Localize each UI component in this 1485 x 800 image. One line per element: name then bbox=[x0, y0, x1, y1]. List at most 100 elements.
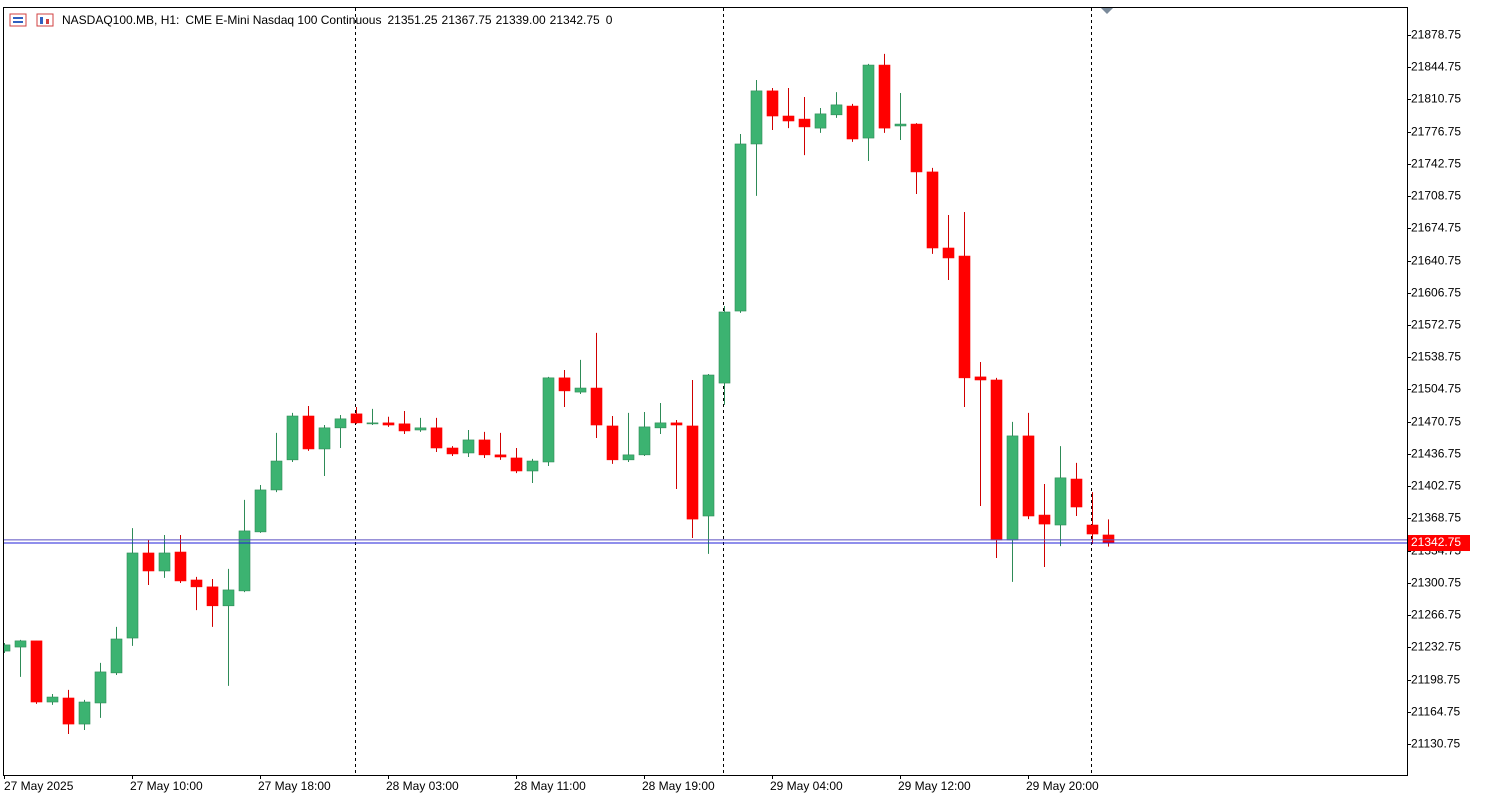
candle-body bbox=[30, 640, 43, 703]
chart-shift-marker[interactable] bbox=[1101, 8, 1113, 14]
y-tick-label: 21878.75 bbox=[1411, 28, 1461, 42]
candle-body bbox=[1086, 524, 1099, 535]
header-open: 21351.25 bbox=[387, 13, 437, 27]
x-tick-label: 28 May 19:00 bbox=[642, 779, 715, 793]
y-tick-label: 21368.75 bbox=[1411, 511, 1461, 525]
candle-body bbox=[302, 415, 315, 450]
candle-body bbox=[1038, 514, 1051, 525]
candle-body bbox=[1006, 435, 1019, 541]
candle-body bbox=[222, 589, 235, 607]
candle-body bbox=[766, 90, 779, 117]
candle-body bbox=[286, 415, 299, 461]
candle-body bbox=[606, 425, 619, 461]
icon-bar bbox=[46, 19, 49, 24]
candle-body bbox=[382, 422, 395, 426]
y-tick-label: 21198.75 bbox=[1411, 673, 1460, 687]
candle-body bbox=[254, 489, 267, 533]
candle-body bbox=[414, 427, 427, 431]
candle-body bbox=[814, 113, 827, 129]
candle-body bbox=[718, 311, 731, 384]
candle-body bbox=[974, 376, 987, 381]
candle-body bbox=[878, 64, 891, 129]
y-tick-label: 21606.75 bbox=[1411, 286, 1461, 300]
candle-body bbox=[670, 422, 683, 426]
plot-frame bbox=[3, 7, 1408, 776]
plot-area bbox=[4, 53, 1115, 735]
y-tick-label: 21708.75 bbox=[1411, 189, 1461, 203]
candle-body bbox=[526, 460, 539, 472]
candle-body bbox=[782, 115, 795, 122]
y-tick-label: 21266.75 bbox=[1411, 608, 1461, 622]
candle-body bbox=[654, 422, 667, 429]
y-tick-label: 21742.75 bbox=[1411, 157, 1461, 171]
candle-body bbox=[478, 439, 491, 456]
header-text: NASDAQ100.MB, H1: CME E-Mini Nasdaq 100 C… bbox=[62, 13, 613, 27]
candle-body bbox=[430, 427, 443, 449]
candle-body bbox=[1054, 477, 1067, 526]
candle-body bbox=[510, 457, 523, 472]
header-icons bbox=[9, 13, 54, 27]
candle-body bbox=[398, 423, 411, 432]
y-tick-label: 21572.75 bbox=[1411, 318, 1461, 332]
candle-body bbox=[4, 644, 11, 652]
candle-body bbox=[142, 552, 155, 572]
candle-body bbox=[542, 377, 555, 463]
candle-body bbox=[798, 118, 811, 128]
x-tick-label: 29 May 12:00 bbox=[898, 779, 971, 793]
candle-body bbox=[1102, 534, 1115, 544]
separators bbox=[355, 8, 1092, 775]
y-tick-label: 21640.75 bbox=[1411, 254, 1461, 268]
x-tick-label: 28 May 11:00 bbox=[514, 779, 586, 793]
candle-body bbox=[318, 427, 331, 450]
icon-menu[interactable] bbox=[9, 13, 27, 27]
header-description: CME E-Mini Nasdaq 100 Continuous bbox=[185, 13, 381, 27]
candle-body bbox=[206, 586, 219, 607]
icon-chart[interactable] bbox=[36, 13, 54, 27]
candle-body bbox=[494, 454, 507, 458]
candle-body bbox=[350, 413, 363, 424]
candle-body bbox=[942, 247, 955, 259]
candle-body bbox=[638, 426, 651, 456]
candle-body bbox=[158, 552, 171, 572]
candle-body bbox=[46, 696, 59, 703]
candle-body bbox=[622, 454, 635, 461]
icon-bar bbox=[40, 17, 43, 24]
y-tick-label: 21844.75 bbox=[1411, 60, 1461, 74]
x-tick-label: 27 May 18:00 bbox=[258, 779, 331, 793]
candle-body bbox=[894, 123, 907, 127]
y-tick-label: 21674.75 bbox=[1411, 221, 1461, 235]
y-tick-label: 21776.75 bbox=[1411, 125, 1461, 139]
candle-body bbox=[702, 374, 715, 517]
y-tick-label: 21436.75 bbox=[1411, 447, 1461, 461]
y-tick-label: 21402.75 bbox=[1411, 479, 1461, 493]
x-tick-label: 27 May 2025 bbox=[4, 779, 74, 793]
candle-body bbox=[958, 255, 971, 379]
x-tick-label: 29 May 20:00 bbox=[1026, 779, 1099, 793]
header-low: 21339.00 bbox=[496, 13, 546, 27]
icon-line bbox=[13, 21, 23, 23]
candle-body bbox=[734, 143, 747, 312]
candle-body bbox=[1070, 478, 1083, 508]
y-tick-label: 21232.75 bbox=[1411, 640, 1461, 654]
y-tick-label: 21504.75 bbox=[1411, 382, 1461, 396]
candle-body bbox=[1022, 435, 1035, 517]
candle-body bbox=[686, 425, 699, 520]
candle-body bbox=[926, 171, 939, 249]
candle-body bbox=[910, 123, 923, 173]
icon-line bbox=[13, 17, 23, 19]
header-close: 21342.75 bbox=[550, 13, 600, 27]
y-tick-label: 21164.75 bbox=[1411, 705, 1460, 719]
candle-body bbox=[334, 418, 347, 429]
candle-body bbox=[270, 460, 283, 491]
candle-body bbox=[830, 104, 843, 116]
candle-body bbox=[14, 640, 27, 648]
header-high: 21367.75 bbox=[442, 13, 492, 27]
candle-body bbox=[366, 422, 379, 425]
x-tick-label: 27 May 10:00 bbox=[130, 779, 203, 793]
candle-body bbox=[446, 447, 459, 455]
candle-body bbox=[558, 377, 571, 392]
candle-body bbox=[990, 379, 1003, 541]
x-tick-label: 28 May 03:00 bbox=[386, 779, 459, 793]
